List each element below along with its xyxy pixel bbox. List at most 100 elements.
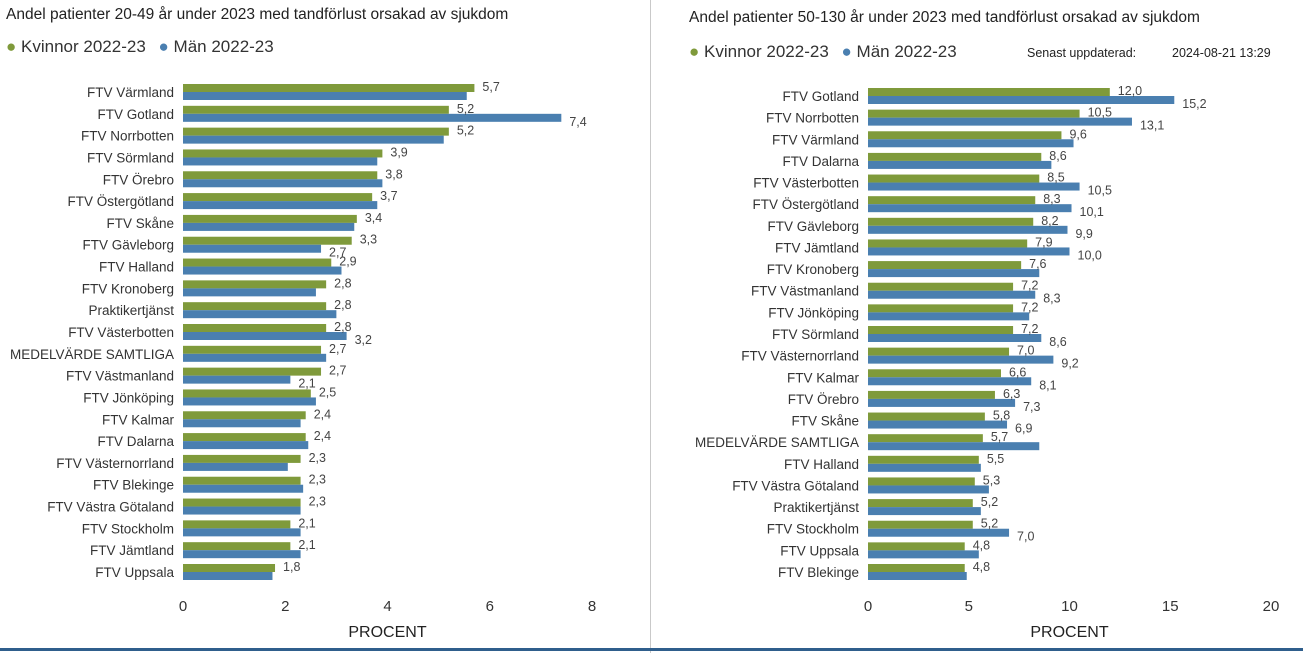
bar-men: [868, 485, 989, 494]
data-label-women: 7,2: [1021, 322, 1038, 336]
data-label-women: 2,1: [298, 516, 315, 530]
data-label-women: 2,7: [329, 342, 346, 356]
bar-women: [183, 171, 378, 180]
right-chart-panel: Andel patienter 50-130 år under 2023 med…: [651, 0, 1303, 653]
x-tick-label: 2: [281, 598, 289, 615]
bar-women: [868, 304, 1014, 313]
bar-women: [183, 411, 306, 420]
data-label-men: 7,4: [569, 115, 586, 129]
data-label-women: 1,8: [283, 560, 300, 574]
last-updated-label: Senast uppdaterad:: [1027, 46, 1137, 60]
data-label-women: 2,8: [334, 298, 351, 312]
bar-women: [868, 542, 965, 551]
bar-men: [183, 157, 378, 166]
legend-label-women: Kvinnor 2022-23: [704, 42, 829, 61]
data-label-women: 12,0: [1118, 84, 1142, 98]
bar-men: [183, 375, 291, 384]
bar-women: [183, 149, 383, 158]
data-label-men: 10,5: [1088, 184, 1112, 198]
bar-women: [868, 239, 1028, 248]
bar-men: [868, 312, 1030, 321]
category-label: FTV Värmland: [87, 85, 174, 100]
right-chart-title: Andel patienter 50-130 år under 2023 med…: [689, 9, 1200, 26]
bar-men: [183, 332, 347, 340]
category-label: Praktikertjänst: [88, 303, 174, 318]
data-label-men: 9,2: [1061, 357, 1078, 371]
bar-women: [868, 282, 1014, 291]
data-label-women: 2,8: [334, 320, 351, 334]
bar-men: [183, 179, 383, 188]
data-label-men: 2,7: [329, 246, 346, 260]
category-label: FTV Dalarna: [97, 434, 174, 449]
data-label-women: 2,3: [309, 451, 326, 465]
category-label: FTV Gävleborg: [767, 219, 859, 234]
right-bar-chart: FTV Gotland 12,0 15,2 FTV Norrbotten 10,5 13,…: [695, 84, 1280, 641]
category-label: FTV Västra Götaland: [47, 500, 174, 515]
data-label-women: 7,9: [1035, 235, 1052, 249]
data-label-women: 5,5: [987, 452, 1004, 466]
bar-men: [868, 377, 1032, 386]
data-label-men: 8,1: [1039, 378, 1056, 392]
bar-women: [183, 367, 322, 376]
bar-women: [868, 520, 973, 529]
data-label-men: 3,2: [355, 333, 372, 347]
bar-men: [868, 355, 1054, 364]
data-label-women: 6,3: [1003, 387, 1020, 401]
data-label-women: 4,8: [973, 538, 990, 552]
category-label: FTV Stockholm: [82, 521, 174, 536]
bar-women: [868, 174, 1040, 183]
category-label: MEDELVÄRDE SAMTLIGA: [10, 347, 174, 362]
data-label-men: 10,1: [1080, 205, 1104, 219]
bar-women: [183, 236, 352, 245]
category-label: FTV Uppsala: [780, 543, 859, 558]
bar-women: [183, 280, 327, 289]
bar-women: [183, 389, 311, 398]
bar-men: [183, 310, 337, 319]
bar-women: [183, 498, 301, 507]
legend-item-men: ● Män 2022-23: [842, 42, 957, 62]
bar-men: [183, 462, 288, 471]
legend-swatch-women: ●: [6, 37, 17, 56]
data-label-women: 2,4: [314, 429, 331, 443]
bar-men: [868, 160, 1052, 169]
category-label: FTV Västerbotten: [68, 325, 174, 340]
bar-men: [183, 550, 301, 559]
category-label: FTV Kronoberg: [82, 281, 174, 296]
data-label-women: 2,1: [298, 538, 315, 552]
data-label-women: 2,3: [309, 473, 326, 487]
bar-men: [868, 117, 1132, 126]
x-tick-label: 20: [1263, 598, 1280, 615]
x-tick-label: 0: [864, 598, 872, 615]
category-label: FTV Blekinge: [778, 565, 859, 580]
data-label-women: 5,2: [457, 102, 474, 116]
data-label-women: 7,6: [1029, 257, 1046, 271]
bar-men: [183, 92, 467, 100]
bar-men: [868, 572, 967, 580]
data-label-women: 5,7: [482, 80, 499, 94]
data-label-women: 2,5: [319, 385, 336, 399]
bar-men: [183, 419, 301, 428]
data-label-men: 9,9: [1075, 227, 1092, 241]
left-chart-title: Andel patienter 20-49 år under 2023 med …: [6, 6, 509, 23]
bar-women: [868, 261, 1022, 270]
legend-swatch-women: ●: [689, 42, 700, 61]
category-label: FTV Västerbotten: [753, 176, 859, 191]
bar-men: [868, 96, 1175, 104]
bar-women: [868, 131, 1062, 140]
bar-men: [868, 290, 1036, 299]
data-label-men: 15,2: [1182, 97, 1206, 111]
bar-men: [183, 506, 301, 515]
category-label: FTV Kronoberg: [767, 262, 859, 277]
bar-women: [183, 564, 276, 572]
data-label-women: 7,0: [1017, 344, 1034, 358]
bar-women: [868, 455, 979, 464]
bar-women: [868, 369, 1001, 378]
bar-men: [183, 135, 444, 144]
bar-men: [868, 139, 1074, 148]
bar-men: [183, 113, 562, 122]
bar-women: [183, 433, 306, 442]
bar-women: [183, 214, 357, 223]
data-label-women: 5,7: [991, 430, 1008, 444]
bar-women: [868, 152, 1042, 161]
data-label-women: 7,2: [1021, 300, 1038, 314]
